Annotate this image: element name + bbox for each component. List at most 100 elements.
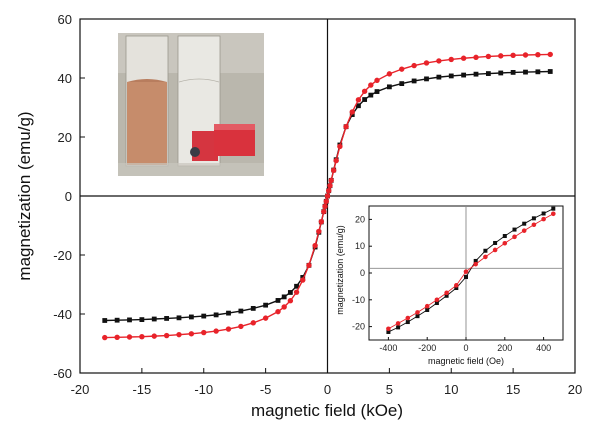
main-series-2-point xyxy=(262,315,269,321)
inset-series-2-point xyxy=(463,269,469,274)
main-series-2-point xyxy=(473,54,479,61)
main-series-2-point xyxy=(460,55,467,61)
main-series-2-point xyxy=(399,66,405,72)
main-series-2-point xyxy=(330,167,337,174)
main-series-2-point xyxy=(349,109,355,115)
main-series-2-point xyxy=(213,328,219,334)
main-x-tick-label: 10 xyxy=(444,382,458,397)
inset-series-2-point xyxy=(492,247,498,253)
main-series-2-point xyxy=(386,71,393,77)
inset-series-1-point xyxy=(454,286,459,291)
main-series-2-point xyxy=(306,262,312,269)
inset-x-tick-label: 0 xyxy=(463,343,468,353)
main-series-2-point xyxy=(327,182,333,189)
main-series-2-point xyxy=(485,53,492,60)
inset-series-2-point xyxy=(541,216,546,222)
main-y-tick-label: 60 xyxy=(58,12,72,27)
main-y-tick-label: 0 xyxy=(65,189,72,204)
main-x-tick-label: -15 xyxy=(132,382,151,397)
main-series-1-point xyxy=(201,313,207,319)
main-y-tick-label: -40 xyxy=(53,307,72,322)
main-series-2-point xyxy=(322,203,328,210)
main-series-1-point xyxy=(399,81,405,87)
main-series-1-point xyxy=(294,283,299,289)
inset-y-tick-label: -10 xyxy=(352,295,365,305)
main-series-2-point xyxy=(201,329,207,336)
main-series-2-point xyxy=(326,187,332,194)
main-series-1-point xyxy=(473,71,479,77)
main-series-1-point xyxy=(176,315,182,321)
main-series-2-point xyxy=(126,334,133,340)
inset-series-2-point xyxy=(454,283,459,288)
inset-series-1-point xyxy=(531,216,536,221)
main-series-2-point xyxy=(337,143,343,150)
main-x-tick-label: -5 xyxy=(260,382,272,397)
main-series-2-point xyxy=(300,277,306,283)
main-series-2-point xyxy=(324,193,331,199)
main-series-2-point xyxy=(238,323,244,330)
main-y-tick-label: -60 xyxy=(53,366,72,381)
main-series-1-point xyxy=(287,290,293,295)
main-series-1-point xyxy=(547,69,553,74)
inset-y-tick-label: 20 xyxy=(355,214,365,224)
main-series-1-point xyxy=(498,70,504,76)
inset-series-2-point xyxy=(531,222,537,228)
main-series-2-point xyxy=(151,333,157,339)
vial-photo-inset xyxy=(118,33,264,176)
main-series-2-point xyxy=(281,304,287,310)
inset-series-1-point xyxy=(473,258,478,263)
main-series-2-point xyxy=(368,82,374,88)
main-series-2-point xyxy=(498,53,504,59)
main-x-tick-label: 0 xyxy=(324,382,331,397)
main-series-1-point xyxy=(448,73,454,79)
main-series-2-point xyxy=(163,332,170,339)
main-series-layer xyxy=(102,51,553,341)
main-x-tick-label: 5 xyxy=(386,382,393,397)
inset-series-1-point xyxy=(541,211,546,216)
main-x-tick-label: 15 xyxy=(506,382,520,397)
inset-series-2-point xyxy=(502,240,508,246)
inset-x-tick-label: 200 xyxy=(497,343,512,353)
main-series-2-point xyxy=(328,177,334,184)
main-series-2-point xyxy=(188,331,195,337)
main-series-1-point xyxy=(411,78,417,84)
main-series-2-point xyxy=(225,326,232,332)
main-series-1-point xyxy=(386,84,392,90)
main-series-2-point xyxy=(287,298,294,304)
main-series-1-point xyxy=(114,317,120,323)
main-series-2-point xyxy=(333,157,339,164)
inset-series-1-point xyxy=(493,240,498,245)
main-series-1-point xyxy=(139,317,145,323)
inset-series-2-point xyxy=(424,303,430,309)
main-series-1-point xyxy=(102,318,108,323)
inset-series-2-point xyxy=(473,261,479,267)
main-series-2-point xyxy=(343,123,349,130)
main-series-2-point xyxy=(436,58,442,64)
inset-series-1-point xyxy=(444,293,449,298)
main-series-2-point xyxy=(448,56,454,63)
inset-series-2-point xyxy=(415,310,420,315)
inset-series-2-point xyxy=(395,321,401,326)
main-series-2-point xyxy=(355,97,362,103)
main-series-1-point xyxy=(368,92,374,98)
inset-x-tick-label: -400 xyxy=(379,343,397,353)
main-series-1-point xyxy=(281,294,287,300)
y-axis-label: magnetization (emu/g) xyxy=(15,111,34,280)
main-series-1-point xyxy=(127,317,132,323)
inset-series-1-point xyxy=(551,206,556,211)
inset-tick-layer: -400 -200 0 200 400 -20 -10 0 10 20 xyxy=(352,214,551,353)
main-series-1-point xyxy=(424,76,429,82)
main-y-tick-label: 40 xyxy=(58,71,72,86)
inset-series-2-point xyxy=(483,254,488,260)
main-series-1-point xyxy=(275,298,281,303)
main-series-1-point xyxy=(151,316,157,322)
main-x-tick-label: -10 xyxy=(194,382,213,397)
main-series-1-point xyxy=(250,305,256,311)
inset-series-1-point xyxy=(464,275,468,280)
main-series-2-point xyxy=(321,208,327,215)
main-series-1-point xyxy=(362,97,368,102)
inset-series-2-point xyxy=(512,234,517,240)
inset-series-1-point xyxy=(405,320,410,325)
